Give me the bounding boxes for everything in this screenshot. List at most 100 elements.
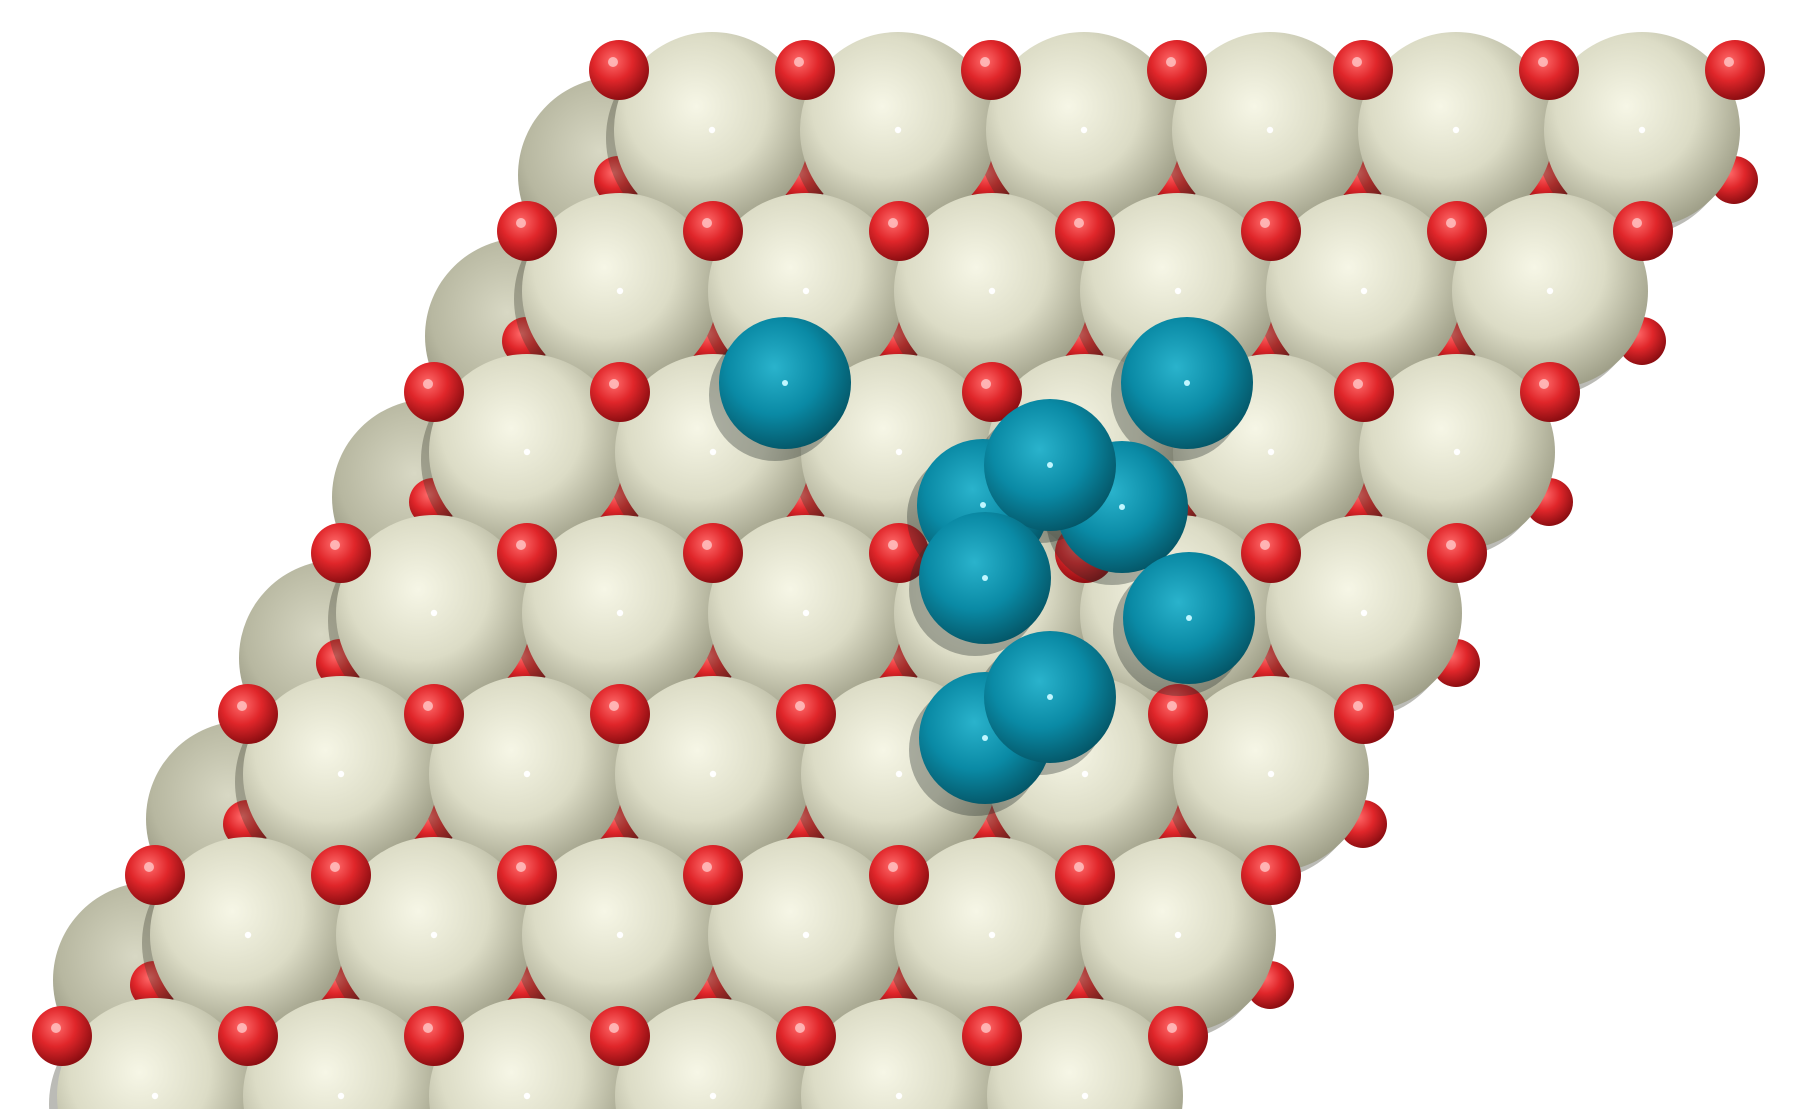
oxygen-atom — [1147, 40, 1207, 100]
oxygen-atom — [1241, 201, 1301, 261]
specular-highlight — [423, 379, 433, 389]
oxygen-atom — [1148, 1006, 1208, 1066]
specular-highlight — [1452, 126, 1460, 134]
specular-highlight — [1446, 540, 1456, 550]
specular-highlight — [702, 540, 712, 550]
oxygen-atom — [497, 201, 557, 261]
specular-highlight — [1167, 1023, 1177, 1033]
specular-highlight — [1638, 126, 1646, 134]
oxygen-atom — [1334, 362, 1394, 422]
oxygen-atom — [590, 362, 650, 422]
oxygen-atom — [1613, 201, 1673, 261]
specular-highlight — [1260, 862, 1270, 872]
specular-highlight — [895, 770, 903, 778]
oxygen-atom — [1241, 845, 1301, 905]
oxygen-atom — [683, 201, 743, 261]
specular-highlight — [1453, 448, 1461, 456]
specular-highlight — [337, 770, 345, 778]
specular-highlight — [802, 287, 810, 295]
specular-highlight — [982, 735, 988, 741]
specular-highlight — [1266, 126, 1274, 134]
specular-highlight — [1724, 57, 1734, 67]
specular-highlight — [608, 57, 618, 67]
specular-highlight — [795, 701, 805, 711]
specular-highlight — [430, 931, 438, 939]
specular-highlight — [981, 379, 991, 389]
specular-highlight — [516, 540, 526, 550]
specular-highlight — [51, 1023, 61, 1033]
oxygen-atom — [497, 845, 557, 905]
substrate-atom — [801, 998, 997, 1109]
specular-highlight — [1546, 287, 1554, 295]
specular-highlight — [244, 931, 252, 939]
specular-highlight — [1538, 57, 1548, 67]
oxygen-atom — [776, 684, 836, 744]
specular-highlight — [609, 379, 619, 389]
oxygen-atom — [125, 845, 185, 905]
specular-highlight — [616, 609, 624, 617]
specular-highlight — [1360, 609, 1368, 617]
specular-highlight — [237, 1023, 247, 1033]
specular-highlight — [980, 57, 990, 67]
substrate-atom — [987, 998, 1183, 1109]
specular-highlight — [888, 540, 898, 550]
oxygen-atom — [218, 684, 278, 744]
specular-highlight — [702, 862, 712, 872]
specular-highlight — [1260, 218, 1270, 228]
specular-highlight — [888, 862, 898, 872]
specular-highlight — [709, 1092, 717, 1100]
specular-highlight — [895, 1092, 903, 1100]
specular-highlight — [1353, 379, 1363, 389]
specular-highlight — [895, 448, 903, 456]
oxygen-atom — [1519, 40, 1579, 100]
specular-highlight — [1047, 462, 1053, 468]
oxygen-atom — [32, 1006, 92, 1066]
oxygen-atom — [869, 201, 929, 261]
substrate-atom — [57, 998, 253, 1109]
specular-highlight — [1047, 694, 1053, 700]
oxygen-atom — [590, 684, 650, 744]
specular-highlight — [802, 609, 810, 617]
adsorbed-cluster — [709, 317, 1255, 816]
oxygen-atom — [1241, 523, 1301, 583]
specular-highlight — [1353, 701, 1363, 711]
specular-highlight — [616, 931, 624, 939]
specular-highlight — [795, 1023, 805, 1033]
specular-highlight — [337, 1092, 345, 1100]
specular-highlight — [523, 770, 531, 778]
specular-highlight — [430, 609, 438, 617]
specular-highlight — [980, 502, 986, 508]
oxygen-atom — [1520, 362, 1580, 422]
specular-highlight — [802, 931, 810, 939]
oxygen-atom — [1427, 523, 1487, 583]
specular-highlight — [1080, 126, 1088, 134]
specular-highlight — [237, 701, 247, 711]
substrate-atom — [429, 998, 625, 1109]
oxygen-atom — [218, 1006, 278, 1066]
specular-highlight — [794, 57, 804, 67]
specular-highlight — [1184, 380, 1190, 386]
specular-highlight — [988, 287, 996, 295]
oxygen-atom — [961, 40, 1021, 100]
specular-highlight — [988, 931, 996, 939]
oxygen-atom — [869, 845, 929, 905]
oxygen-atom — [962, 362, 1022, 422]
specular-highlight — [709, 770, 717, 778]
specular-highlight — [1267, 770, 1275, 778]
specular-highlight — [888, 218, 898, 228]
oxygen-atom — [962, 1006, 1022, 1066]
substrate-atom — [243, 998, 439, 1109]
specular-highlight — [1360, 287, 1368, 295]
specular-highlight — [1119, 504, 1125, 510]
specular-highlight — [1174, 287, 1182, 295]
specular-highlight — [423, 701, 433, 711]
specular-highlight — [423, 1023, 433, 1033]
oxygen-atom — [683, 523, 743, 583]
top-substrate-layer — [49, 32, 1740, 1109]
specular-highlight — [1081, 770, 1089, 778]
specular-highlight — [894, 126, 902, 134]
specular-highlight — [1260, 540, 1270, 550]
specular-highlight — [523, 448, 531, 456]
specular-highlight — [516, 218, 526, 228]
